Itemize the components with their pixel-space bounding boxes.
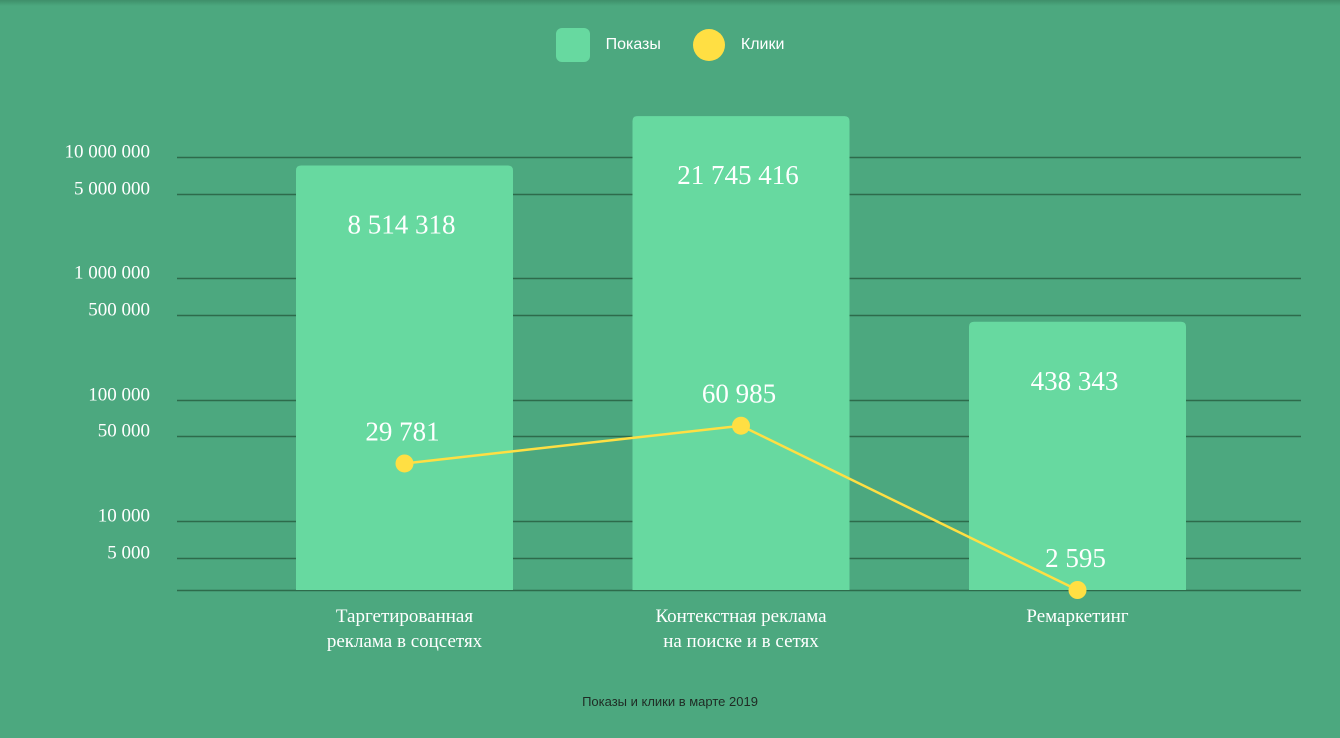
x-category-label: Таргетированная (336, 606, 473, 627)
line-value-label: 60 985 (702, 379, 776, 409)
bar-impressions (969, 321, 1186, 590)
y-tick-label: 5 000 (107, 543, 150, 564)
legend-label-impressions: Показы (605, 36, 661, 53)
legend-item-impressions[interactable]: Показы (555, 28, 661, 62)
y-tick-label: 1 000 000 (74, 263, 150, 284)
bar-value-label: 21 745 416 (677, 160, 799, 190)
y-tick-label: 10 000 000 (65, 142, 151, 163)
line-value-label: 2 595 (1045, 543, 1106, 573)
legend-swatch-dot (692, 29, 725, 61)
y-tick-label: 500 000 (88, 300, 150, 321)
bar-impressions (632, 116, 850, 591)
line-point-clicks (1068, 581, 1087, 599)
y-tick-label: 5 000 000 (74, 179, 150, 200)
bar-impressions (296, 165, 513, 590)
bar-value-label: 438 343 (1031, 366, 1119, 396)
x-category-label: на поиске и в сетях (663, 631, 819, 652)
legend-label-clicks: Клики (740, 36, 785, 53)
x-category-label: реклама в соцсетях (327, 631, 483, 652)
line-value-label: 29 781 (365, 416, 439, 446)
x-category-label: Контекстная реклама (655, 606, 827, 627)
line-point-clicks (395, 454, 414, 473)
legend-item-clicks[interactable]: Клики (692, 29, 785, 61)
y-tick-label: 50 000 (98, 421, 150, 442)
y-tick-label: 10 000 (98, 506, 150, 527)
y-tick-label: 100 000 (88, 385, 150, 406)
legend-swatch-bar (555, 28, 590, 62)
x-category-label: Ремаркетинг (1026, 606, 1128, 627)
chart-legend: Показы Клики (0, 28, 1340, 62)
top-shadow (0, 0, 1340, 6)
chart-caption: Показы и клики в марте 2019 (582, 694, 758, 709)
line-point-clicks (732, 416, 750, 435)
bar-value-label: 8 514 318 (348, 209, 456, 239)
